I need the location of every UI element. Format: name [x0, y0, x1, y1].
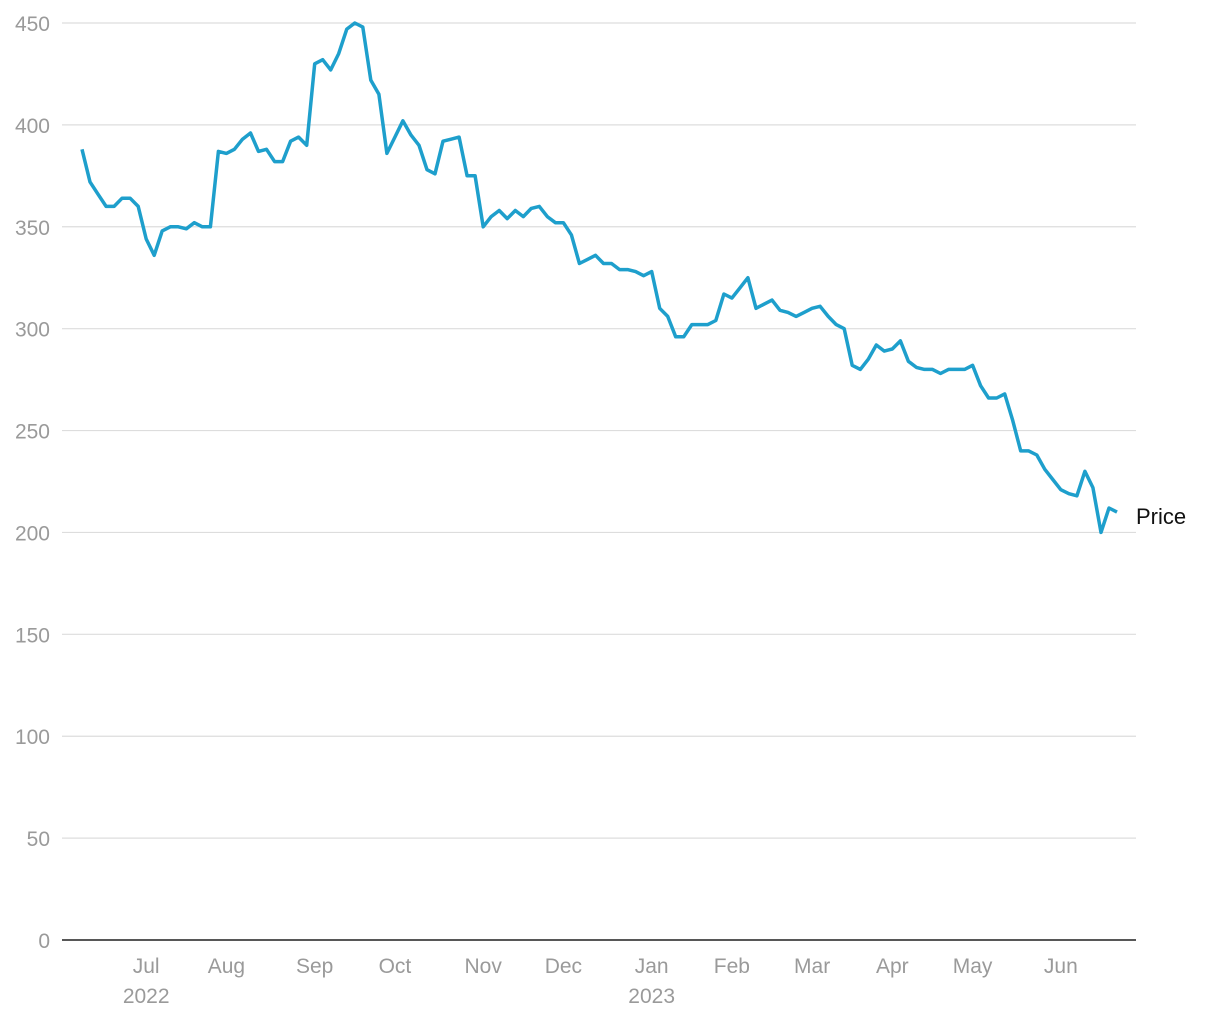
y-tick-label: 400 — [15, 115, 50, 138]
price-line — [80, 21, 1118, 535]
y-tick-label: 300 — [15, 319, 50, 342]
x-tick-label: Jul 2022 — [123, 955, 170, 1008]
x-tick-label: Dec — [545, 955, 582, 978]
x-tick-label: Jun — [1044, 955, 1078, 978]
y-tick-label: 450 — [15, 13, 50, 36]
y-tick-label: 150 — [15, 624, 50, 647]
x-tick-label: Aug — [208, 955, 245, 978]
y-tick-label: 250 — [15, 421, 50, 444]
y-tick-label: 50 — [27, 828, 50, 851]
x-tick-label: Nov — [464, 955, 502, 978]
x-tick-label: May — [953, 955, 993, 978]
x-tick-label: Apr — [876, 955, 909, 978]
x-tick-label: Sep — [296, 955, 333, 978]
y-tick-label: 0 — [38, 930, 50, 953]
x-tick-label: Jan 2023 — [628, 955, 675, 1008]
series-label: Price — [1136, 504, 1186, 529]
y-tick-label: 350 — [15, 217, 50, 240]
x-tick-label: Oct — [379, 955, 412, 978]
y-tick-label: 100 — [15, 726, 50, 749]
x-tick-label: Mar — [794, 955, 830, 978]
x-tick-label: Feb — [714, 955, 750, 978]
y-tick-label: 200 — [15, 522, 50, 545]
